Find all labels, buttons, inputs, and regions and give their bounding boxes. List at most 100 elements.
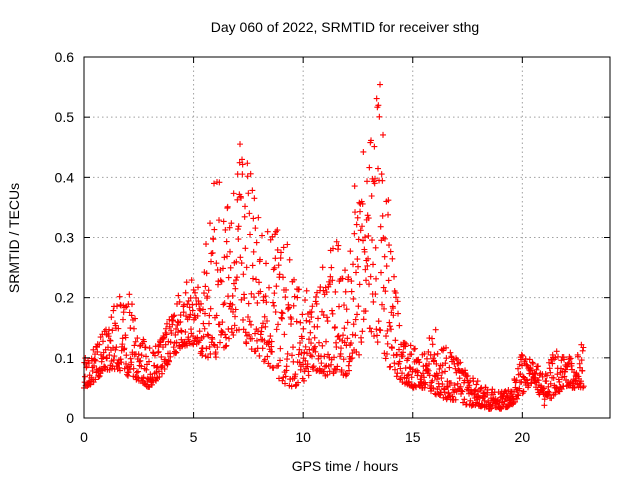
data-point (412, 345, 419, 352)
data-point (132, 338, 139, 345)
data-point (356, 281, 363, 288)
data-point (380, 284, 387, 291)
data-point (256, 352, 263, 359)
data-point (267, 333, 274, 340)
data-point (238, 194, 245, 201)
data-point (134, 335, 141, 342)
data-point (372, 244, 379, 251)
data-point (404, 372, 411, 379)
data-point (194, 334, 201, 341)
data-point (245, 190, 252, 197)
data-point (377, 81, 384, 88)
data-point (244, 160, 251, 167)
data-point (135, 351, 142, 358)
data-point (319, 308, 326, 315)
data-point (379, 301, 386, 308)
data-point (141, 380, 148, 387)
data-point (233, 258, 240, 265)
data-point (381, 253, 388, 260)
data-point (274, 246, 281, 253)
data-point (284, 350, 291, 357)
data-point (90, 346, 97, 353)
data-point (115, 325, 122, 332)
data-point (394, 298, 401, 305)
data-point (118, 359, 125, 366)
x-axis-label: GPS time / hours (292, 458, 399, 474)
chart-title: Day 060 of 2022, SRMTID for receiver sth… (211, 19, 479, 35)
data-point (281, 331, 288, 338)
data-point (161, 365, 168, 372)
data-point (540, 386, 547, 393)
data-point (306, 336, 313, 343)
data-point (452, 396, 459, 403)
data-point (142, 344, 149, 351)
data-point (553, 348, 560, 355)
data-point (520, 388, 527, 395)
data-point (524, 376, 531, 383)
data-point (220, 265, 227, 272)
data-point (135, 368, 142, 375)
data-point (252, 225, 259, 232)
data-point (359, 200, 366, 207)
data-point (286, 304, 293, 311)
data-point (307, 329, 314, 336)
data-point (539, 373, 546, 380)
data-point (261, 337, 268, 344)
data-point (296, 359, 303, 366)
data-point (277, 357, 284, 364)
data-point (130, 365, 137, 372)
data-point (329, 310, 336, 317)
data-point (223, 238, 230, 245)
data-point (308, 308, 315, 315)
data-point (138, 352, 145, 359)
data-point (337, 350, 344, 357)
data-point (274, 227, 281, 234)
data-point (131, 342, 138, 349)
data-point (438, 375, 445, 382)
data-point (350, 295, 357, 302)
data-point (305, 372, 312, 379)
data-point (143, 353, 150, 360)
data-point (195, 284, 202, 291)
data-point (348, 340, 355, 347)
data-point (105, 333, 112, 340)
data-point (207, 305, 214, 312)
data-point (518, 378, 525, 385)
data-point (321, 368, 328, 375)
data-point (198, 348, 205, 355)
data-point (312, 343, 319, 350)
data-point (246, 210, 253, 217)
data-point (360, 237, 367, 244)
data-point (222, 343, 229, 350)
data-point (248, 290, 255, 297)
data-point (561, 356, 568, 363)
data-point (132, 315, 139, 322)
data-point (381, 305, 388, 312)
data-point (357, 208, 364, 215)
data-point (262, 356, 269, 363)
data-point (225, 274, 232, 281)
data-point (213, 354, 220, 361)
data-point (221, 254, 228, 261)
data-point (575, 353, 582, 360)
data-point (358, 339, 365, 346)
data-point (271, 290, 278, 297)
data-point (180, 309, 187, 316)
data-point (558, 357, 565, 364)
data-point (277, 345, 284, 352)
data-point (212, 349, 219, 356)
data-point (106, 326, 113, 333)
data-point (163, 325, 170, 332)
data-point (272, 231, 279, 238)
data-point (567, 355, 574, 362)
data-point (503, 390, 510, 397)
data-point (173, 325, 180, 332)
data-point (209, 249, 216, 256)
data-point (393, 373, 400, 380)
data-point (170, 313, 177, 320)
data-point (314, 323, 321, 330)
data-point (238, 260, 245, 267)
data-point (251, 294, 258, 301)
data-point (421, 374, 428, 381)
data-point (406, 364, 413, 371)
